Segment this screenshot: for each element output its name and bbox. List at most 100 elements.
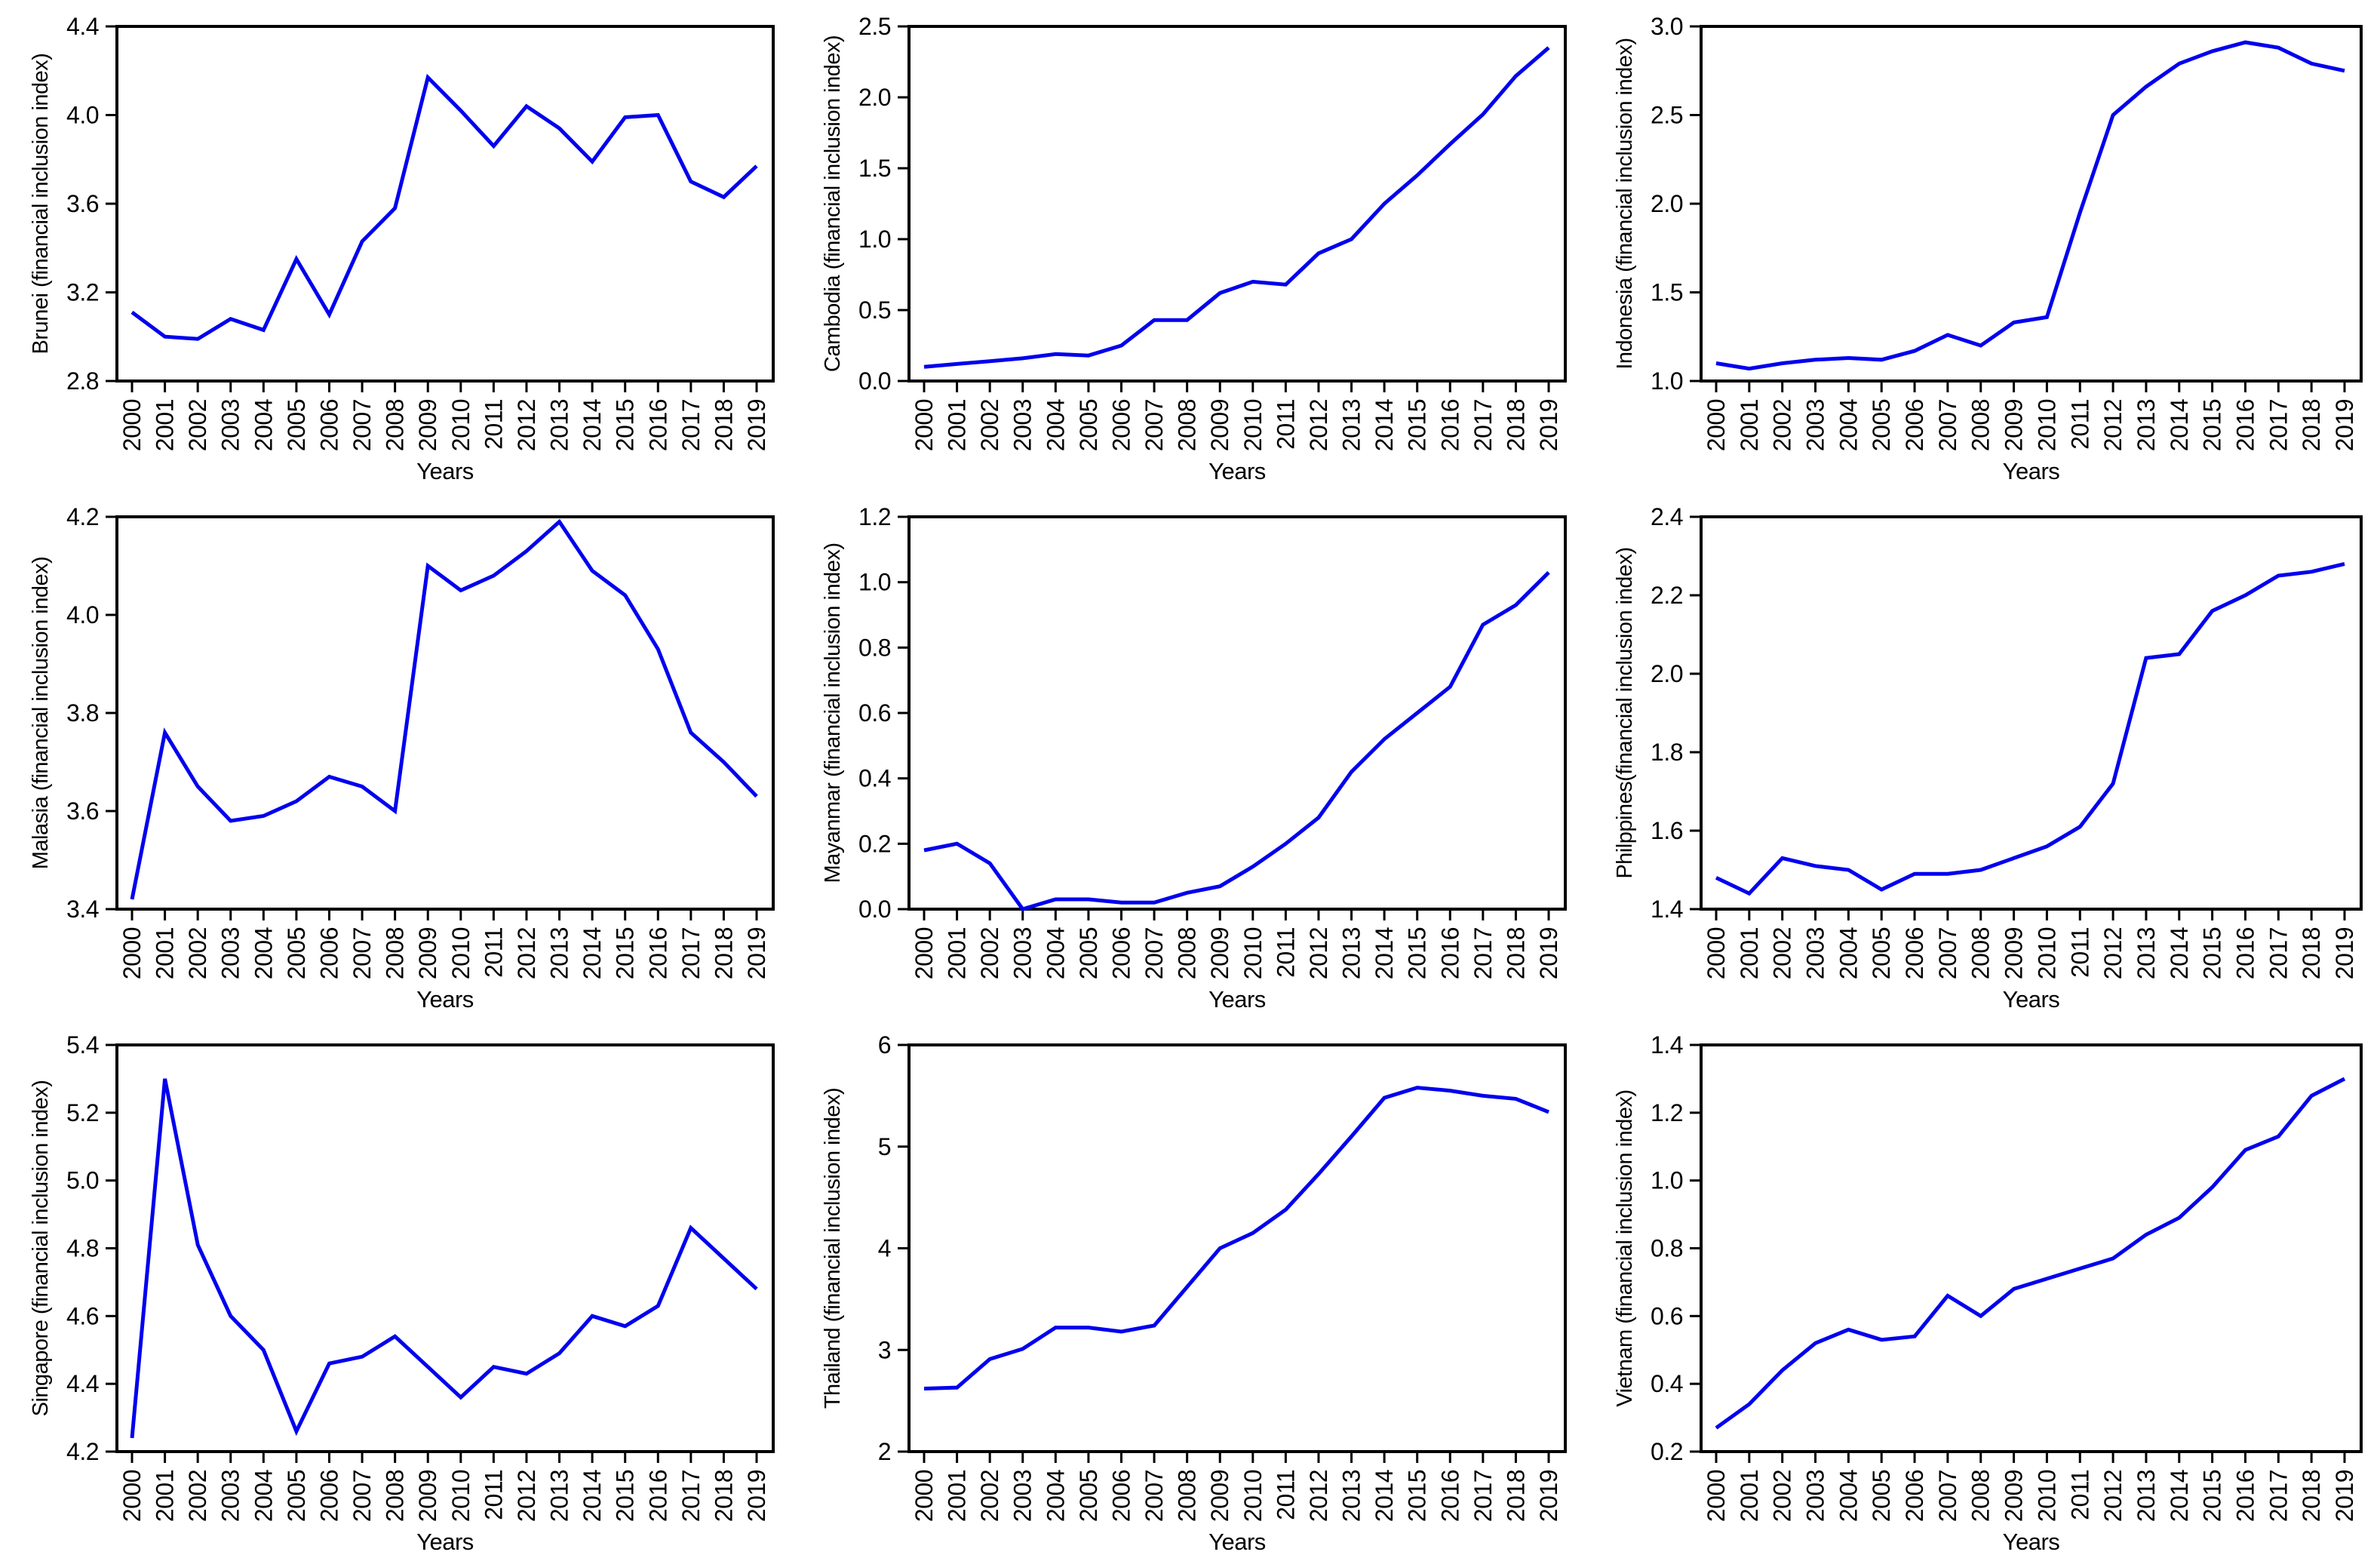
x-tick-label: 2000 bbox=[911, 1470, 938, 1522]
x-tick-label: 2001 bbox=[944, 1470, 971, 1522]
x-tick-label: 2012 bbox=[513, 1470, 540, 1522]
y-tick-label: 5.0 bbox=[66, 1167, 99, 1194]
x-tick-label: 2003 bbox=[1009, 399, 1036, 451]
x-tick-label: 2018 bbox=[2298, 1470, 2325, 1522]
x-tick-label: 2007 bbox=[349, 1470, 376, 1522]
y-tick-label: 3.4 bbox=[66, 896, 99, 923]
x-tick-label: 2009 bbox=[2001, 927, 2028, 979]
y-tick-label: 1.8 bbox=[1651, 739, 1683, 766]
y-tick-label: 4.4 bbox=[66, 1370, 99, 1397]
x-tick-label: 2006 bbox=[1901, 399, 1928, 451]
x-tick-label: 2015 bbox=[1404, 927, 1431, 979]
x-axis-title: Years bbox=[1208, 986, 1266, 1012]
x-tick-label: 2001 bbox=[1736, 1470, 1763, 1522]
plot-box bbox=[1700, 515, 2363, 911]
x-tick-label: 2018 bbox=[1502, 927, 1529, 979]
x-tick-label: 2002 bbox=[184, 927, 211, 979]
x-tick-label: 2005 bbox=[283, 1470, 310, 1522]
x-tick-label: 2015 bbox=[2199, 1470, 2226, 1522]
plot-box bbox=[115, 515, 775, 911]
y-tick-label: 0.0 bbox=[858, 367, 891, 395]
y-tick-label: 0.4 bbox=[858, 765, 891, 792]
x-tick-label: 2004 bbox=[1835, 399, 1862, 451]
x-tick-label: 2019 bbox=[1535, 399, 1562, 451]
x-tick-label: 2010 bbox=[1239, 927, 1267, 979]
x-tick-label: 2000 bbox=[118, 1470, 146, 1522]
x-tick-label: 2017 bbox=[677, 927, 705, 979]
x-tick-label: 2000 bbox=[1703, 399, 1730, 451]
y-tick-label: 1.0 bbox=[858, 226, 891, 253]
x-tick-label: 2012 bbox=[513, 927, 540, 979]
x-tick-label: 2013 bbox=[2133, 399, 2160, 451]
chart-panel-brunei: 2.8 3.2 3.6 4.0 4.4 2000 2001 2002 2003 2004 2005 2… bbox=[0, 0, 792, 490]
data-line bbox=[1715, 1077, 2346, 1430]
x-tick-label: 2006 bbox=[315, 1470, 342, 1522]
x-axis-title: Years bbox=[2003, 1529, 2060, 1555]
x-tick-label: 2002 bbox=[1769, 1470, 1796, 1522]
x-tick-label: 2007 bbox=[1934, 1470, 1961, 1522]
x-tick-label: 2003 bbox=[1802, 1470, 1829, 1522]
y-tick-label: 6 bbox=[878, 1031, 891, 1059]
x-tick-label: 2013 bbox=[2133, 927, 2160, 979]
x-tick-label: 2000 bbox=[911, 927, 938, 979]
x-tick-label: 2009 bbox=[2001, 1470, 2028, 1522]
data-line bbox=[131, 73, 758, 341]
y-tick-label: 2.0 bbox=[1651, 190, 1683, 217]
x-tick-label: 2018 bbox=[710, 1470, 737, 1522]
x-tick-label: 2018 bbox=[2298, 927, 2325, 979]
x-axis-title: Years bbox=[416, 458, 474, 484]
x-tick-label: 2003 bbox=[217, 927, 244, 979]
x-tick-label: 2002 bbox=[976, 927, 1003, 979]
y-tick-label: 0.6 bbox=[1651, 1302, 1683, 1329]
x-tick-label: 2006 bbox=[315, 399, 342, 451]
x-tick-label: 2013 bbox=[1338, 399, 1365, 451]
x-tick-label: 2009 bbox=[414, 927, 441, 979]
x-tick-label: 2004 bbox=[1042, 927, 1069, 979]
x-tick-label: 2008 bbox=[1174, 1470, 1201, 1522]
y-axis-title: Singapore (financial inclusion index) bbox=[29, 1080, 53, 1417]
x-tick-label: 2010 bbox=[447, 927, 474, 979]
x-tick-label: 2012 bbox=[1305, 1470, 1332, 1522]
x-tick-label: 2014 bbox=[2166, 1470, 2193, 1522]
y-axis-title: Thailand (financial inclusion index) bbox=[821, 1088, 845, 1409]
x-tick-label: 2010 bbox=[2033, 399, 2060, 451]
x-tick-label: 2009 bbox=[1206, 1470, 1233, 1522]
x-tick-label: 2003 bbox=[217, 1470, 244, 1522]
x-tick-label: 2017 bbox=[677, 399, 705, 451]
x-tick-label: 2011 bbox=[480, 399, 507, 450]
x-tick-label: 2015 bbox=[1404, 1470, 1431, 1522]
x-tick-label: 2016 bbox=[644, 399, 671, 451]
x-tick-label: 2005 bbox=[1075, 1470, 1102, 1522]
y-axis-title: Cambodia (financial inclusion index) bbox=[821, 35, 845, 372]
plot-box bbox=[907, 25, 1567, 383]
x-tick-label: 2006 bbox=[1107, 1470, 1135, 1522]
y-tick-label: 3.0 bbox=[1651, 13, 1683, 40]
y-tick-label: 4.2 bbox=[66, 1438, 99, 1465]
x-tick-label: 2016 bbox=[644, 1470, 671, 1522]
y-tick-label: 4.6 bbox=[66, 1302, 99, 1329]
x-tick-label: 2017 bbox=[2265, 927, 2292, 979]
y-tick-label: 3.2 bbox=[66, 279, 99, 306]
y-tick-label: 4.0 bbox=[66, 601, 99, 628]
x-tick-label: 2003 bbox=[217, 399, 244, 451]
data-line bbox=[1715, 561, 2345, 896]
x-tick-label: 2016 bbox=[2231, 927, 2259, 979]
x-tick-label: 2004 bbox=[250, 927, 277, 979]
x-tick-label: 2008 bbox=[1967, 927, 1995, 979]
y-tick-label: 2.5 bbox=[858, 13, 891, 40]
x-tick-label: 2010 bbox=[1239, 399, 1267, 451]
x-tick-label: 2015 bbox=[2199, 927, 2226, 979]
x-tick-label: 2017 bbox=[2265, 399, 2292, 451]
y-axis-title: Brunei (financial inclusion index) bbox=[29, 54, 53, 355]
chart-panel-cambodia: 0.0 0.5 1.0 1.5 2.0 2.5 2000 2001 2002 2003 2004 20… bbox=[792, 0, 1584, 490]
x-tick-label: 2004 bbox=[1042, 1470, 1069, 1522]
data-line bbox=[130, 518, 758, 900]
y-tick-label: 0.8 bbox=[1651, 1235, 1683, 1262]
x-tick-label: 2012 bbox=[1305, 927, 1332, 979]
y-tick-label: 1.0 bbox=[858, 569, 891, 596]
x-tick-label: 2009 bbox=[2001, 399, 2028, 451]
y-tick-label: 2.4 bbox=[1651, 503, 1683, 530]
